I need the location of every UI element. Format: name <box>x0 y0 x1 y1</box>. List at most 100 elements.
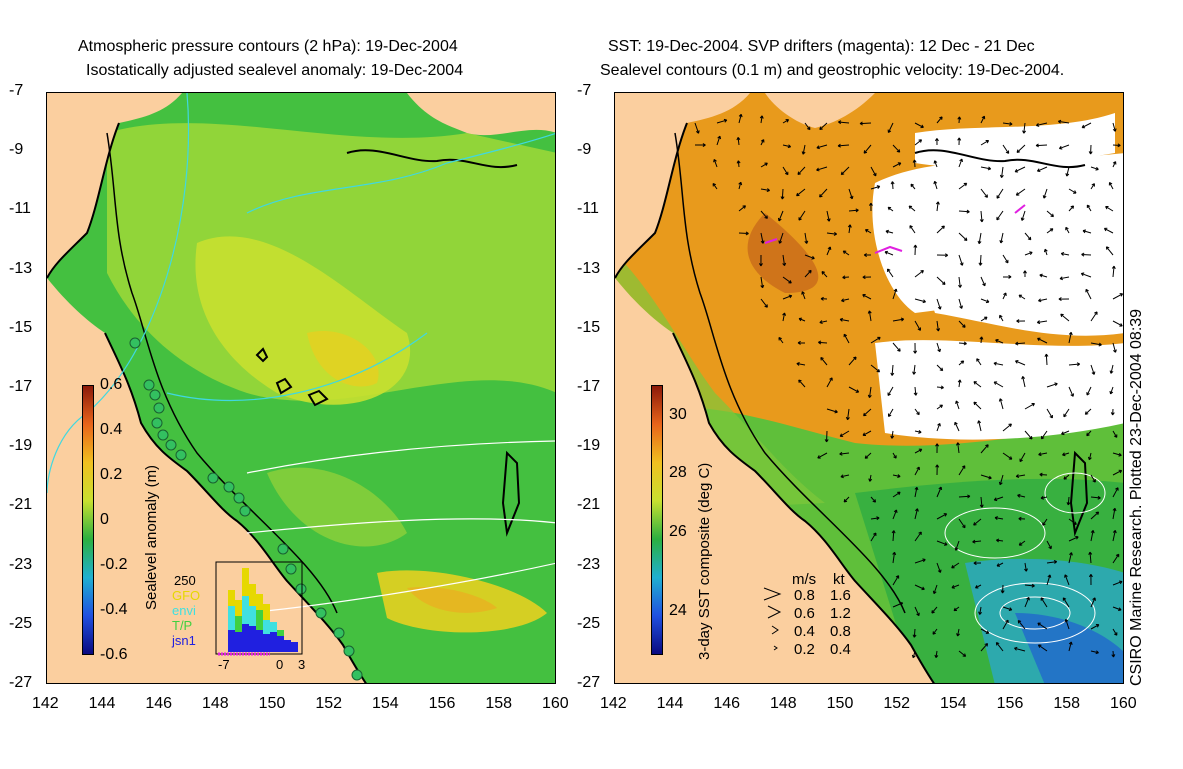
sst-colorbar <box>651 385 663 655</box>
right-ytick-label: -25 <box>577 614 601 632</box>
velocity-arrow <box>1064 618 1070 630</box>
velocity-arrow <box>862 430 872 437</box>
left-xtick-label: 154 <box>372 695 399 712</box>
velocity-arrow <box>1046 228 1054 234</box>
velocity-arrow <box>1019 452 1026 463</box>
velocity-arrow <box>1036 320 1048 325</box>
velocity-arrow <box>1043 248 1048 256</box>
velocity-arrow <box>798 210 806 221</box>
velocity-arrow <box>738 181 743 190</box>
velocity-arrow <box>993 496 1004 502</box>
velocity-arrow <box>993 381 1004 388</box>
left-title-line1: Atmospheric pressure contours (2 hPa): 1… <box>78 38 458 55</box>
velocity-arrow <box>782 166 789 176</box>
velocity-arrow <box>1090 530 1095 542</box>
velocity-arrow <box>996 188 1004 199</box>
velocity-arrow <box>972 539 982 544</box>
velocity-arrow <box>936 540 948 546</box>
velocity-arrow <box>887 206 894 212</box>
velocity-arrow <box>847 224 852 234</box>
velocity-arrow <box>694 143 706 148</box>
velocity-arrow <box>778 336 784 344</box>
velocity-arrow <box>951 584 960 589</box>
velocity-arrow <box>1046 559 1058 564</box>
velocity-arrow <box>958 298 963 309</box>
velocity-arrow <box>914 466 920 476</box>
velocity-arrow <box>892 575 900 586</box>
sealevel-colorbar-tick: -0.2 <box>100 556 128 573</box>
velocity-arrow <box>1002 606 1013 612</box>
velocity-arrow <box>913 386 918 396</box>
velocity-arrow <box>759 115 764 124</box>
right-ytick-label: -19 <box>577 437 601 455</box>
velocity-arrow <box>1060 313 1070 322</box>
histogram-xtick-3: 3 <box>298 657 306 672</box>
velocity-arrow <box>1057 119 1070 124</box>
velocity-arrow <box>1039 273 1048 278</box>
left-xtick-label: 152 <box>315 695 343 712</box>
velocity-arrow <box>936 513 948 520</box>
left-ytick-label: -19 <box>9 437 33 455</box>
left-ytick-label: -13 <box>9 259 33 277</box>
velocity-arrow <box>979 210 984 223</box>
velocity-arrow <box>1002 274 1012 279</box>
velocity-arrow <box>859 121 872 126</box>
velocity-arrow <box>978 606 983 615</box>
velocity-arrow <box>912 364 917 375</box>
sealevel-colorbar-tick: -0.4 <box>100 601 128 618</box>
velocity-arrow <box>1112 122 1117 132</box>
velocity-arrow <box>798 379 806 388</box>
velocity-arrow <box>993 361 1004 366</box>
velocity-arrow <box>821 271 828 278</box>
velocity-arrow <box>839 430 850 437</box>
velocity-arrow <box>870 364 881 373</box>
velocity-arrow <box>819 122 828 131</box>
velocity-arrow <box>980 628 990 634</box>
velocity-arrow <box>1086 386 1092 396</box>
velocity-arrow <box>914 298 926 304</box>
velocity-row-4-kt: 0.4 <box>830 641 851 658</box>
velocity-arrow <box>804 122 811 131</box>
left-ytick-label: -21 <box>9 496 33 514</box>
velocity-arrow <box>736 136 741 146</box>
velocity-arrow <box>826 377 833 388</box>
right-ytick-label: -15 <box>577 318 601 336</box>
velocity-arrow <box>996 562 1004 567</box>
velocity-arrow <box>958 518 966 529</box>
sealevel-colorbar-tick: -0.6 <box>100 646 128 663</box>
velocity-arrow <box>1112 606 1122 612</box>
sealevel-colorbar-tick: 0 <box>100 511 109 528</box>
velocity-arrow <box>760 162 768 168</box>
velocity-arrow <box>782 294 793 300</box>
velocity-arrow <box>913 244 918 256</box>
velocity-arrow <box>911 650 916 659</box>
velocity-arrow <box>996 538 1004 543</box>
velocity-arrow <box>1112 320 1123 327</box>
right-xtick-label: 158 <box>1053 695 1081 712</box>
velocity-arrow <box>1090 364 1096 375</box>
velocity-arrow <box>1035 143 1048 148</box>
velocity-arrow <box>936 342 942 353</box>
velocity-arrow <box>1046 382 1058 388</box>
histogram-xtick-0: 0 <box>276 657 284 672</box>
velocity-arrow <box>936 320 941 332</box>
velocity-arrow <box>817 452 828 459</box>
velocity-arrow <box>914 320 921 331</box>
velocity-arrow <box>1086 204 1092 212</box>
velocity-arrow <box>980 188 988 198</box>
velocity-arrow <box>818 340 828 345</box>
velocity-arrow <box>1111 265 1116 278</box>
velocity-arrow <box>910 183 916 190</box>
velocity-arrow <box>797 340 806 345</box>
velocity-arrow <box>826 210 831 222</box>
velocity-arrow <box>826 231 838 236</box>
velocity-arrow <box>867 386 872 398</box>
velocity-arrow <box>1110 408 1115 416</box>
velocity-arrow <box>1042 188 1048 199</box>
velocity-arrow <box>1040 495 1048 500</box>
velocity-arrow <box>870 532 877 542</box>
velocity-arrow <box>980 276 986 287</box>
velocity-arrow <box>1112 580 1123 586</box>
velocity-arrow <box>1090 166 1099 171</box>
velocity-arrow <box>884 250 894 256</box>
